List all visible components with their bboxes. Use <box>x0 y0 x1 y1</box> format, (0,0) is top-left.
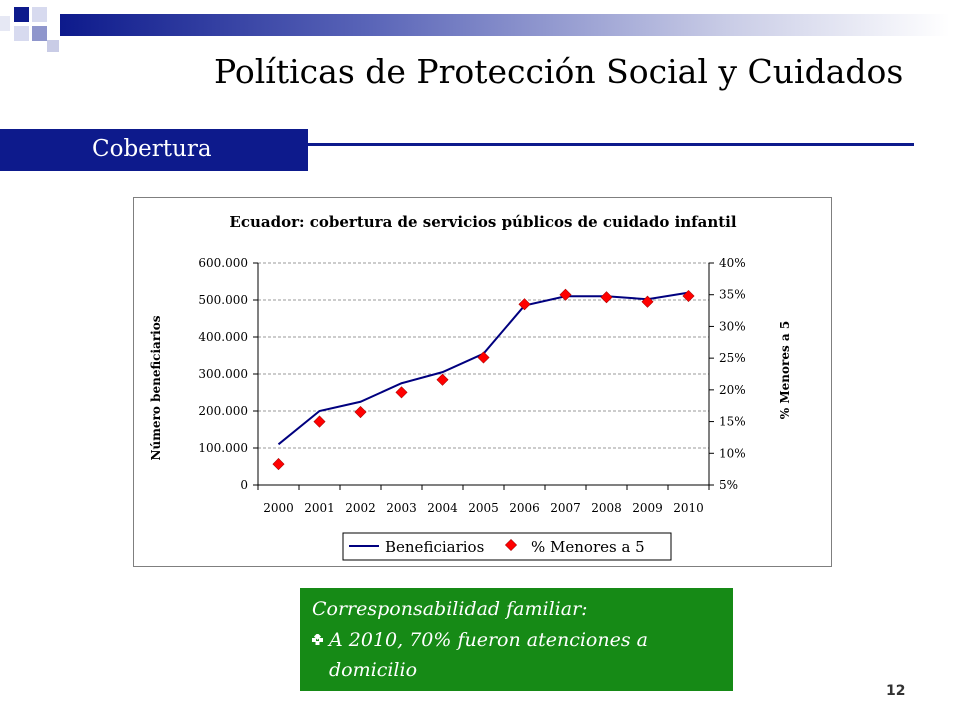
decor-square-light <box>32 7 47 22</box>
page-number: 12 <box>886 683 906 699</box>
diamond-bullet-icon <box>312 634 323 645</box>
y2-tick-label: 10% <box>719 446 746 460</box>
y-tick-label: 100.000 <box>198 441 248 455</box>
menores-marker <box>436 373 449 386</box>
y-tick-label: 600.000 <box>198 256 248 270</box>
decor-square-dark <box>14 7 29 22</box>
decor-square-light <box>14 26 29 41</box>
slide-title: Políticas de Protección Social y Cuidado… <box>214 52 904 91</box>
section-label: Cobertura <box>92 136 212 162</box>
note-bullet-line2: domicilio <box>329 659 418 681</box>
x-tick-label: 2003 <box>386 501 417 515</box>
y-tick-label: 400.000 <box>198 330 248 344</box>
beneficiarios-line <box>277 291 689 446</box>
menores-marker <box>641 295 654 308</box>
x-tick-label: 2010 <box>673 501 704 515</box>
legend-label-beneficiarios: Beneficiarios <box>385 538 484 556</box>
x-tick-label: 2004 <box>427 501 458 515</box>
menores-marker <box>477 351 490 364</box>
y2-tick-label: 15% <box>719 415 746 429</box>
x-tick-label: 2001 <box>304 501 335 515</box>
y2-tick-label: 20% <box>719 383 746 397</box>
y2-tick-label: 25% <box>719 351 746 365</box>
x-tick-label: 2005 <box>468 501 499 515</box>
note-bullet-line1: A 2010, 70% fueron atenciones a <box>329 629 648 651</box>
menores-marker <box>395 386 408 399</box>
legend-label-menores: % Menores a 5 <box>531 538 645 556</box>
menores-marker <box>682 289 695 302</box>
x-tick-label: 2006 <box>509 501 540 515</box>
decor-square-light <box>47 40 59 52</box>
coverage-chart: Ecuador: cobertura de servicios públicos… <box>149 213 792 561</box>
section-tag <box>0 129 308 171</box>
chart-frame: Ecuador: cobertura de servicios públicos… <box>133 197 832 567</box>
menores-marker <box>354 406 367 419</box>
y2-tick-label: 40% <box>719 256 746 270</box>
x-tick-label: 2002 <box>345 501 376 515</box>
y2-axis-label: % Menores a 5 <box>778 321 792 419</box>
y-tick-label: 300.000 <box>198 367 248 381</box>
note-heading: Corresponsabilidad familiar: <box>312 598 588 620</box>
legend-diamond-marker <box>504 538 518 552</box>
menores-marker <box>518 298 531 311</box>
y-axis-label: Número beneficiarios <box>149 315 163 460</box>
decor-square-light <box>0 16 10 31</box>
header-gradient-bar <box>60 14 950 36</box>
menores-marker <box>600 291 613 304</box>
note-box: Corresponsabilidad familiar: A 2010, 70%… <box>300 588 733 691</box>
y-tick-label: 0 <box>240 478 248 492</box>
chart-legend: Beneficiarios % Menores a 5 <box>342 532 672 561</box>
x-tick-label: 2009 <box>632 501 663 515</box>
x-tick-label: 2008 <box>591 501 622 515</box>
y2-tick-label: 30% <box>719 319 746 333</box>
section-divider <box>308 143 914 146</box>
chart-title: Ecuador: cobertura de servicios públicos… <box>229 213 736 231</box>
decor-square-mid <box>32 26 47 41</box>
y2-tick-label: 5% <box>719 478 738 492</box>
x-tick-label: 2000 <box>263 501 294 515</box>
x-tick-label: 2007 <box>550 501 581 515</box>
y2-tick-label: 35% <box>719 288 746 302</box>
y-tick-label: 500.000 <box>198 293 248 307</box>
menores-marker <box>272 458 285 471</box>
menores-marker <box>313 415 326 428</box>
menores-marker <box>559 288 572 301</box>
y-tick-label: 200.000 <box>198 404 248 418</box>
